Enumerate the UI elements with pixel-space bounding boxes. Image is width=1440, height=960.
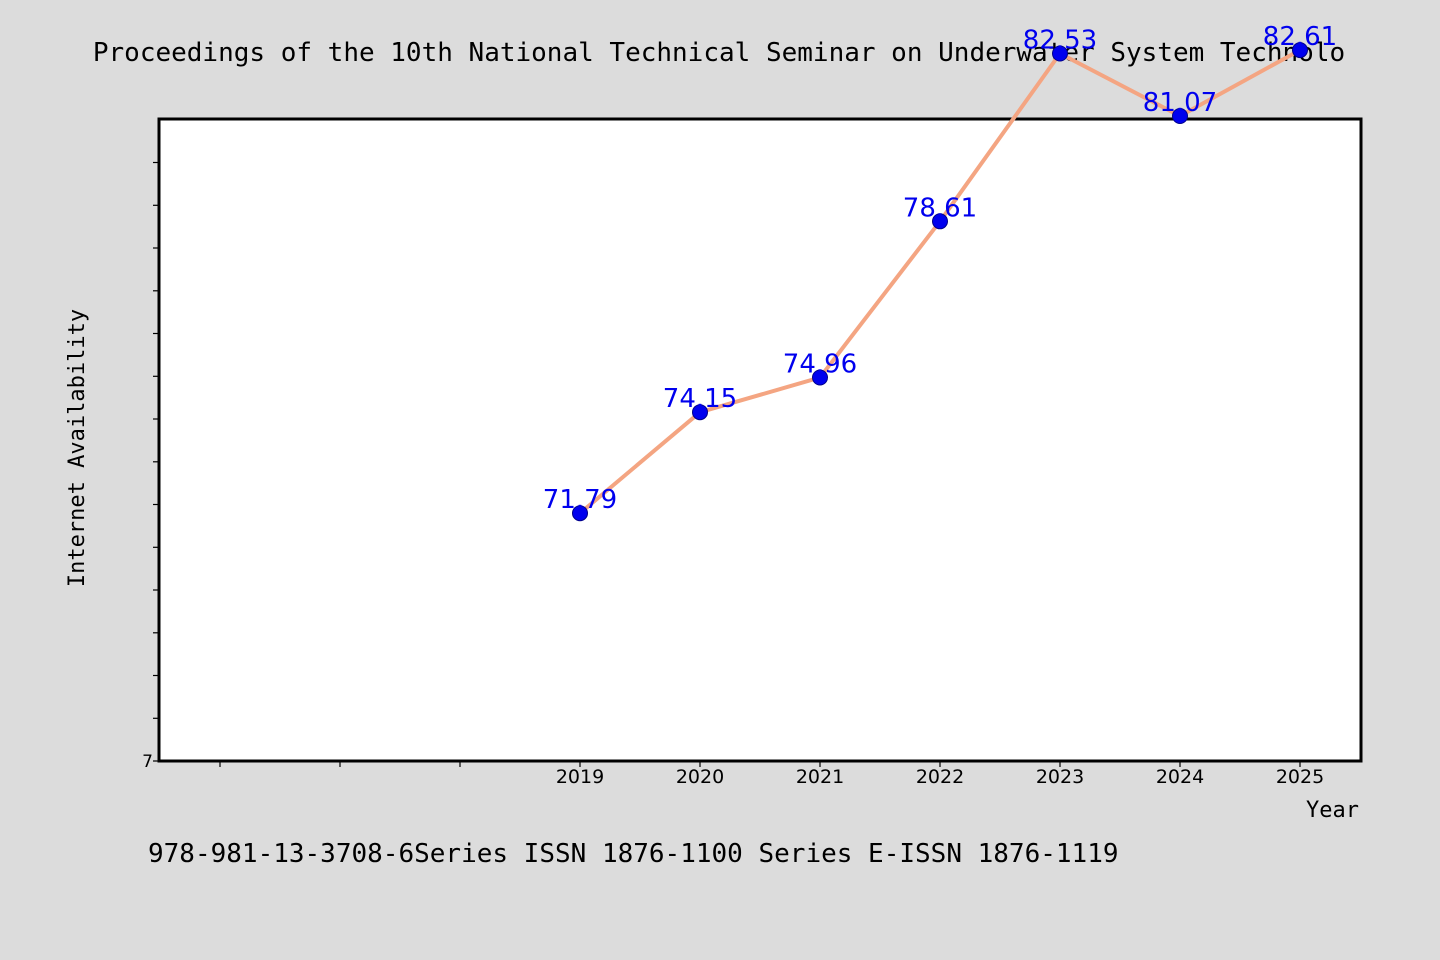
data-label: 74.15	[663, 384, 737, 414]
y-tick-label: 7	[142, 752, 153, 772]
y-axis-ticks	[153, 161, 159, 762]
data-label: 82.61	[1263, 22, 1337, 52]
x-axis-ticks: 2019 2020 2021 2022 2023 2024 2025	[219, 761, 1324, 788]
data-point	[572, 505, 588, 522]
x-tick-label: 2020	[676, 766, 724, 788]
x-tick-label: 2022	[916, 766, 964, 788]
chart-title: Proceedings of the 10th National Technic…	[93, 38, 1345, 68]
data-label: 78.61	[903, 193, 977, 223]
data-point	[1172, 108, 1188, 124]
data-point	[932, 213, 948, 230]
y-axis-label: Internet Availability	[65, 309, 90, 587]
series-group: 71.79 74.15 74.96 78.61 82.53 81.07 82.61	[543, 22, 1337, 522]
data-point	[812, 369, 828, 386]
x-tick-label: 2025	[1276, 766, 1324, 788]
data-label: 82.53	[1023, 26, 1097, 56]
data-point	[692, 404, 708, 421]
x-tick-label: 2019	[556, 766, 604, 788]
x-axis-label: Year	[1306, 798, 1359, 823]
data-label: 74.96	[783, 350, 857, 380]
x-tick-label: 2023	[1036, 766, 1084, 788]
data-label: 71.79	[543, 485, 617, 515]
footer-text: 978-981-13-3708-6Series ISSN 1876-1100 S…	[148, 839, 1119, 869]
data-point	[1052, 45, 1068, 62]
plot-area	[157, 117, 1363, 763]
data-point	[1292, 42, 1308, 59]
data-label: 81.07	[1143, 88, 1217, 118]
x-tick-label: 2021	[796, 766, 844, 788]
x-tick-label: 2024	[1156, 766, 1204, 788]
